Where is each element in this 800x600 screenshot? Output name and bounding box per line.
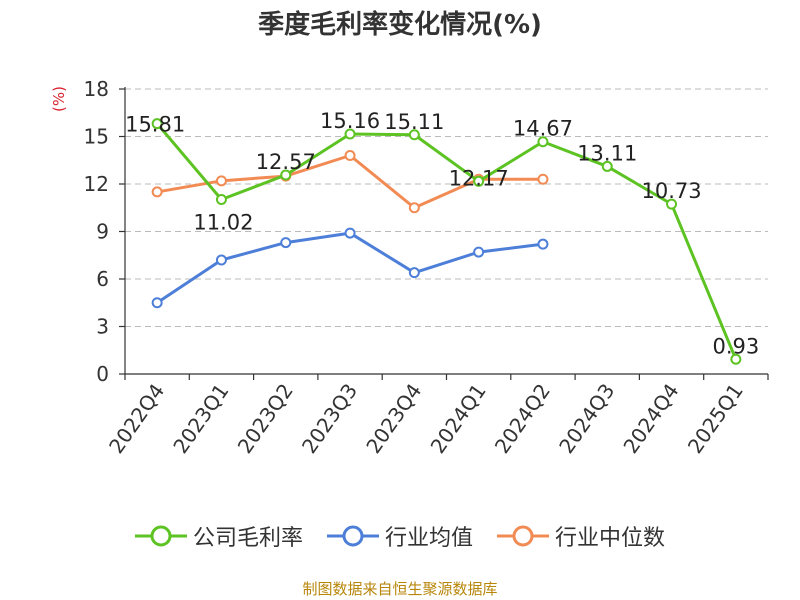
legend-item-company[interactable]: 公司毛利率 [134, 520, 303, 552]
x-tick-label-2023Q3: 2023Q3 [297, 379, 362, 458]
legend-label-industry-median: 行业中位数 [555, 526, 666, 551]
data-point-0-2024Q3 [601, 160, 613, 172]
legend-label-industry-mean: 行业均值 [384, 526, 473, 551]
data-label-2023Q1: 11.02 [193, 211, 253, 235]
data-point-2-2024Q2 [537, 173, 549, 185]
series-line-1 [156, 231, 544, 304]
data-label-2023Q3: 15.16 [320, 109, 380, 133]
data-point-0-2024Q4 [666, 198, 678, 210]
legend-item-industry-mean[interactable]: 行业均值 [326, 520, 473, 552]
x-tick-label-2024Q1: 2024Q1 [426, 379, 491, 458]
x-tick-label-2025Q1: 2025Q1 [683, 379, 748, 458]
data-point-1-2024Q2 [537, 238, 549, 250]
x-tick-label-2023Q1: 2023Q1 [168, 379, 233, 458]
data-point-1-2023Q1 [215, 254, 227, 266]
data-point-0-2023Q4 [408, 129, 420, 141]
legend-swatch-company [134, 525, 187, 547]
data-label-2024Q3: 13.11 [577, 141, 637, 165]
x-tick-label-2023Q2: 2023Q2 [233, 379, 298, 458]
data-point-2-2023Q4 [408, 202, 420, 214]
x-tick-label-2022Q4: 2022Q4 [104, 379, 169, 458]
data-point-0-2023Q1 [215, 194, 227, 206]
data-point-0-2023Q2 [280, 169, 292, 181]
data-point-0-2025Q1 [730, 353, 742, 365]
data-label-2024Q1: 12.17 [449, 166, 509, 190]
y-tick-label-3: 3 [96, 315, 109, 339]
series-lines [151, 118, 742, 365]
data-point-1-2022Q4 [151, 297, 163, 309]
y-tick-label-0: 0 [96, 362, 109, 386]
data-point-1-2023Q4 [408, 267, 420, 279]
x-tick-label-2024Q3: 2024Q3 [554, 379, 619, 458]
data-point-0-2024Q1 [473, 175, 485, 187]
y-tick-label-15: 15 [84, 125, 109, 149]
y-tick-label-12: 12 [84, 172, 109, 196]
data-label-2022Q4: 15.81 [125, 113, 185, 137]
data-label-2024Q2: 14.67 [513, 117, 573, 141]
data-label-2023Q4: 15.11 [384, 110, 444, 134]
data-point-0-2023Q3 [344, 128, 356, 140]
legend-swatch-industry-mean [326, 525, 379, 547]
y-tick-label-6: 6 [96, 267, 109, 291]
data-source-note: 制图数据来自恒生聚源数据库 [302, 580, 498, 598]
x-tick-label-2023Q4: 2023Q4 [361, 379, 426, 458]
chart-title: 季度毛利率变化情况(%) [258, 10, 542, 40]
y-tick-label-9: 9 [96, 220, 109, 244]
data-point-0-2022Q4 [151, 118, 163, 130]
legend-item-industry-median[interactable]: 行业中位数 [497, 520, 665, 552]
data-point-1-2023Q3 [344, 227, 356, 239]
data-point-1-2023Q2 [280, 237, 292, 249]
data-point-0-2024Q2 [537, 136, 549, 148]
x-tick-label-2024Q4: 2024Q4 [618, 379, 683, 458]
y-tick-label-18: 18 [84, 77, 109, 101]
data-point-1-2024Q1 [473, 246, 485, 258]
data-point-2-2023Q1 [215, 175, 227, 187]
series-line-0 [156, 122, 738, 360]
data-label-2025Q1: 0.93 [712, 334, 759, 358]
data-point-2-2022Q4 [151, 186, 163, 198]
x-tick-label-2024Q2: 2024Q2 [490, 379, 555, 458]
data-point-2-2023Q3 [344, 150, 356, 161]
legend-label-company: 公司毛利率 [192, 526, 303, 551]
legend-swatch-industry-median [497, 525, 549, 547]
legend: 公司毛利率 行业均值 行业中位数 [0, 520, 800, 552]
grid-lines [125, 88, 768, 327]
data-label-2024Q4: 10.73 [641, 179, 701, 203]
data-label-2023Q2: 12.57 [256, 150, 316, 174]
